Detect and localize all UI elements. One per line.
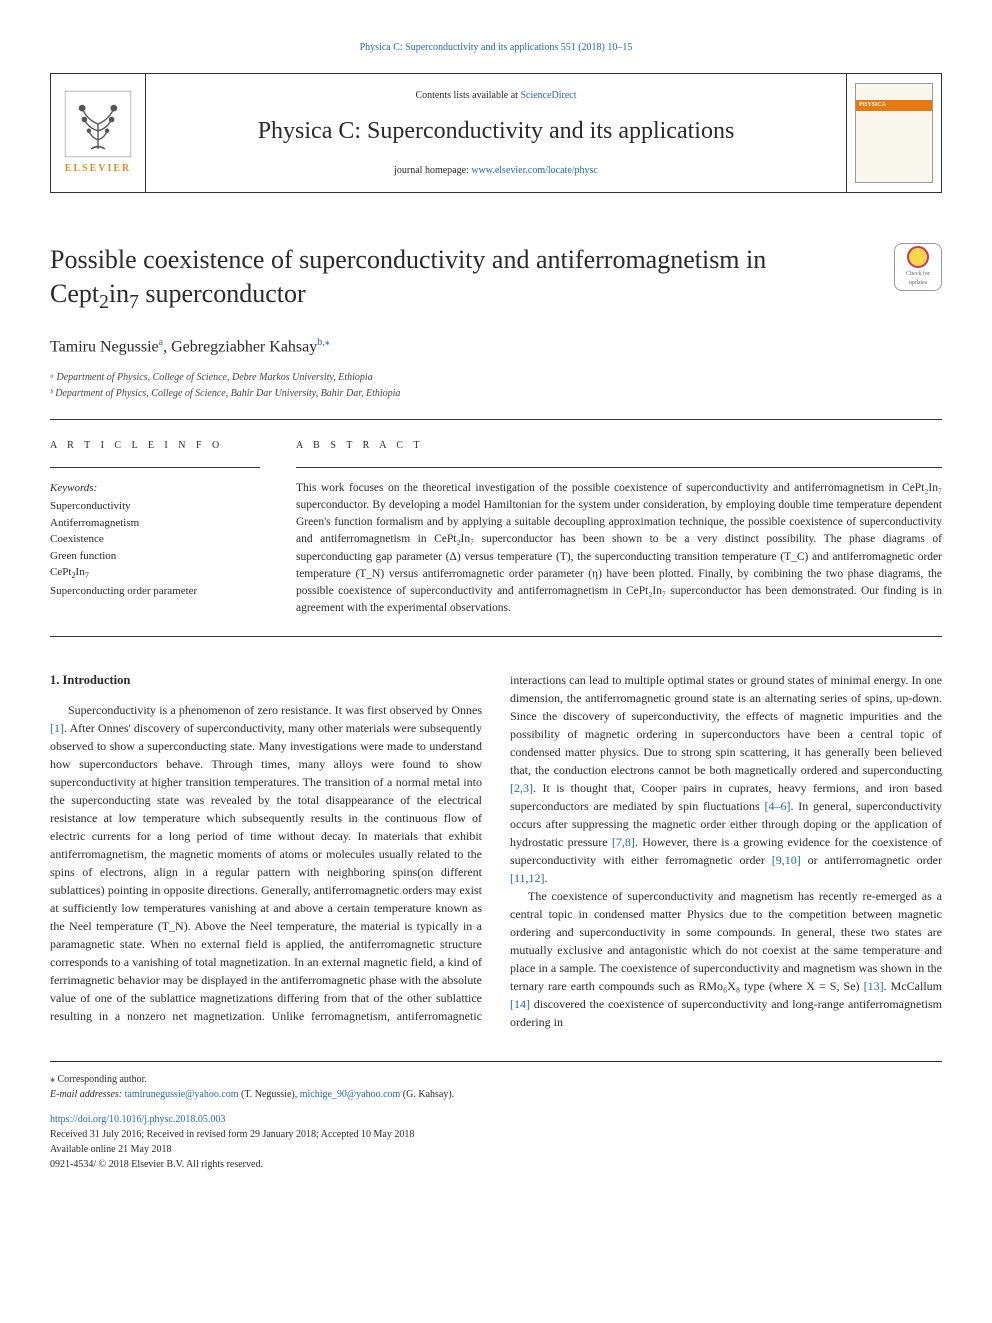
keyword: Coexistence xyxy=(50,531,260,548)
keyword: Superconducting order parameter xyxy=(50,583,260,600)
text: . McCallum xyxy=(884,979,942,993)
check-line1: Check for xyxy=(906,270,930,279)
keywords-list: Superconductivity Antiferromagnetism Coe… xyxy=(50,498,260,599)
ref-link[interactable]: [4–6] xyxy=(764,799,790,813)
ref-link[interactable]: [2,3] xyxy=(510,781,533,795)
text: or antiferromagnetic order xyxy=(801,853,942,867)
corresponding-author: ⁎ Corresponding author. xyxy=(50,1072,942,1087)
keyword: Green function xyxy=(50,548,260,565)
affiliations: ᵃ Department of Physics, College of Scie… xyxy=(50,370,942,401)
cover-band: PHYSICA xyxy=(856,100,932,111)
journal-name: Physica C: Superconductivity and its app… xyxy=(258,113,735,149)
ref-link[interactable]: [14] xyxy=(510,997,530,1011)
keyword: Antiferromagnetism xyxy=(50,515,260,532)
journal-header: ELSEVIER Contents lists available at Sci… xyxy=(50,73,942,193)
check-line2: updates xyxy=(909,279,927,288)
contents-prefix: Contents lists available at xyxy=(415,90,520,101)
homepage-prefix: journal homepage: xyxy=(394,165,471,176)
author-2-star: ⁎ xyxy=(325,337,330,348)
text: The coexistence of superconductivity and… xyxy=(510,889,942,993)
text: . xyxy=(545,871,548,885)
ref-link[interactable]: [7,8] xyxy=(612,835,635,849)
cover-thumbnail: PHYSICA xyxy=(855,83,933,183)
cover-thumbnail-box[interactable]: PHYSICA xyxy=(846,74,941,192)
info-abstract-row: A R T I C L E I N F O Keywords: Supercon… xyxy=(50,438,942,618)
keyword: CePt2In7 xyxy=(50,564,260,583)
email-link-1[interactable]: tamirunegussie@yahoo.com xyxy=(125,1089,239,1100)
article-title: Possible coexistence of superconductivit… xyxy=(50,243,894,315)
ref-link[interactable]: [9,10] xyxy=(772,853,801,867)
authors: Tamiru Negussiea, Gebregziabher Kahsayb,… xyxy=(50,335,942,359)
dates: Received 31 July 2016; Received in revis… xyxy=(50,1127,942,1142)
email-line: E-mail addresses: tamirunegussie@yahoo.c… xyxy=(50,1087,942,1102)
contents-list-line: Contents lists available at ScienceDirec… xyxy=(415,88,576,103)
doi-link[interactable]: https://doi.org/10.1016/j.physc.2018.05.… xyxy=(50,1114,225,1125)
ref-link[interactable]: [1] xyxy=(50,721,64,735)
affiliation-a: ᵃ Department of Physics, College of Scie… xyxy=(50,370,942,385)
divider-top xyxy=(50,419,942,420)
homepage-line: journal homepage: www.elsevier.com/locat… xyxy=(394,163,598,178)
article-info-label: A R T I C L E I N F O xyxy=(50,438,260,453)
abstract-label: A B S T R A C T xyxy=(296,438,942,453)
title-row: Possible coexistence of superconductivit… xyxy=(50,243,942,315)
title-line2: Cept2in7 superconductor xyxy=(50,279,306,308)
footer: ⁎ Corresponding author. E-mail addresses… xyxy=(50,1061,942,1172)
homepage-link[interactable]: www.elsevier.com/locate/physc xyxy=(471,165,598,176)
author-1-sup: a xyxy=(159,337,163,348)
header-center: Contents lists available at ScienceDirec… xyxy=(146,74,846,192)
elsevier-tree-icon xyxy=(64,90,132,158)
article-body: 1. Introduction Superconductivity is a p… xyxy=(50,671,942,1031)
text: Superconductivity is a phenomenon of zer… xyxy=(68,703,482,717)
email-label: E-mail addresses: xyxy=(50,1089,125,1100)
author-1[interactable]: Tamiru Negussie xyxy=(50,339,159,356)
elsevier-text: ELSEVIER xyxy=(65,161,132,176)
text: discovered the coexistence of supercondu… xyxy=(510,997,942,1029)
email-link-2[interactable]: michige_90@yahoo.com xyxy=(300,1089,401,1100)
copyright: 0921-4534/ © 2018 Elsevier B.V. All righ… xyxy=(50,1157,942,1172)
ref-link[interactable]: [11,12] xyxy=(510,871,545,885)
email-name-2: (G. Kahsay). xyxy=(400,1089,454,1100)
info-divider xyxy=(50,467,260,468)
title-line1: Possible coexistence of superconductivit… xyxy=(50,245,766,274)
email-name-1: (T. Negussie), xyxy=(239,1089,300,1100)
text: . After Onnes' discovery of superconduct… xyxy=(50,721,482,1023)
keywords-heading: Keywords: xyxy=(50,480,260,497)
affiliation-b: ᵇ Department of Physics, College of Scie… xyxy=(50,386,942,401)
top-citation[interactable]: Physica C: Superconductivity and its app… xyxy=(50,40,942,55)
elsevier-logo[interactable]: ELSEVIER xyxy=(51,74,146,192)
article-info-column: A R T I C L E I N F O Keywords: Supercon… xyxy=(50,438,260,618)
author-2-sup: b, xyxy=(317,337,325,348)
online-date: Available online 21 May 2018 xyxy=(50,1142,942,1157)
body-para-2: The coexistence of superconductivity and… xyxy=(510,887,942,1031)
sciencedirect-link[interactable]: ScienceDirect xyxy=(520,90,576,101)
author-2[interactable]: Gebregziabher Kahsay xyxy=(171,339,317,356)
abstract-column: A B S T R A C T This work focuses on the… xyxy=(296,438,942,618)
divider-bottom xyxy=(50,636,942,637)
abstract-divider xyxy=(296,467,942,468)
keyword: Superconductivity xyxy=(50,498,260,515)
check-updates-badge[interactable]: Check for updates xyxy=(894,243,942,291)
ref-link[interactable]: [13] xyxy=(864,979,884,993)
check-updates-icon xyxy=(907,246,929,268)
section-heading-1: 1. Introduction xyxy=(50,671,482,690)
abstract-text: This work focuses on the theoretical inv… xyxy=(296,480,942,618)
